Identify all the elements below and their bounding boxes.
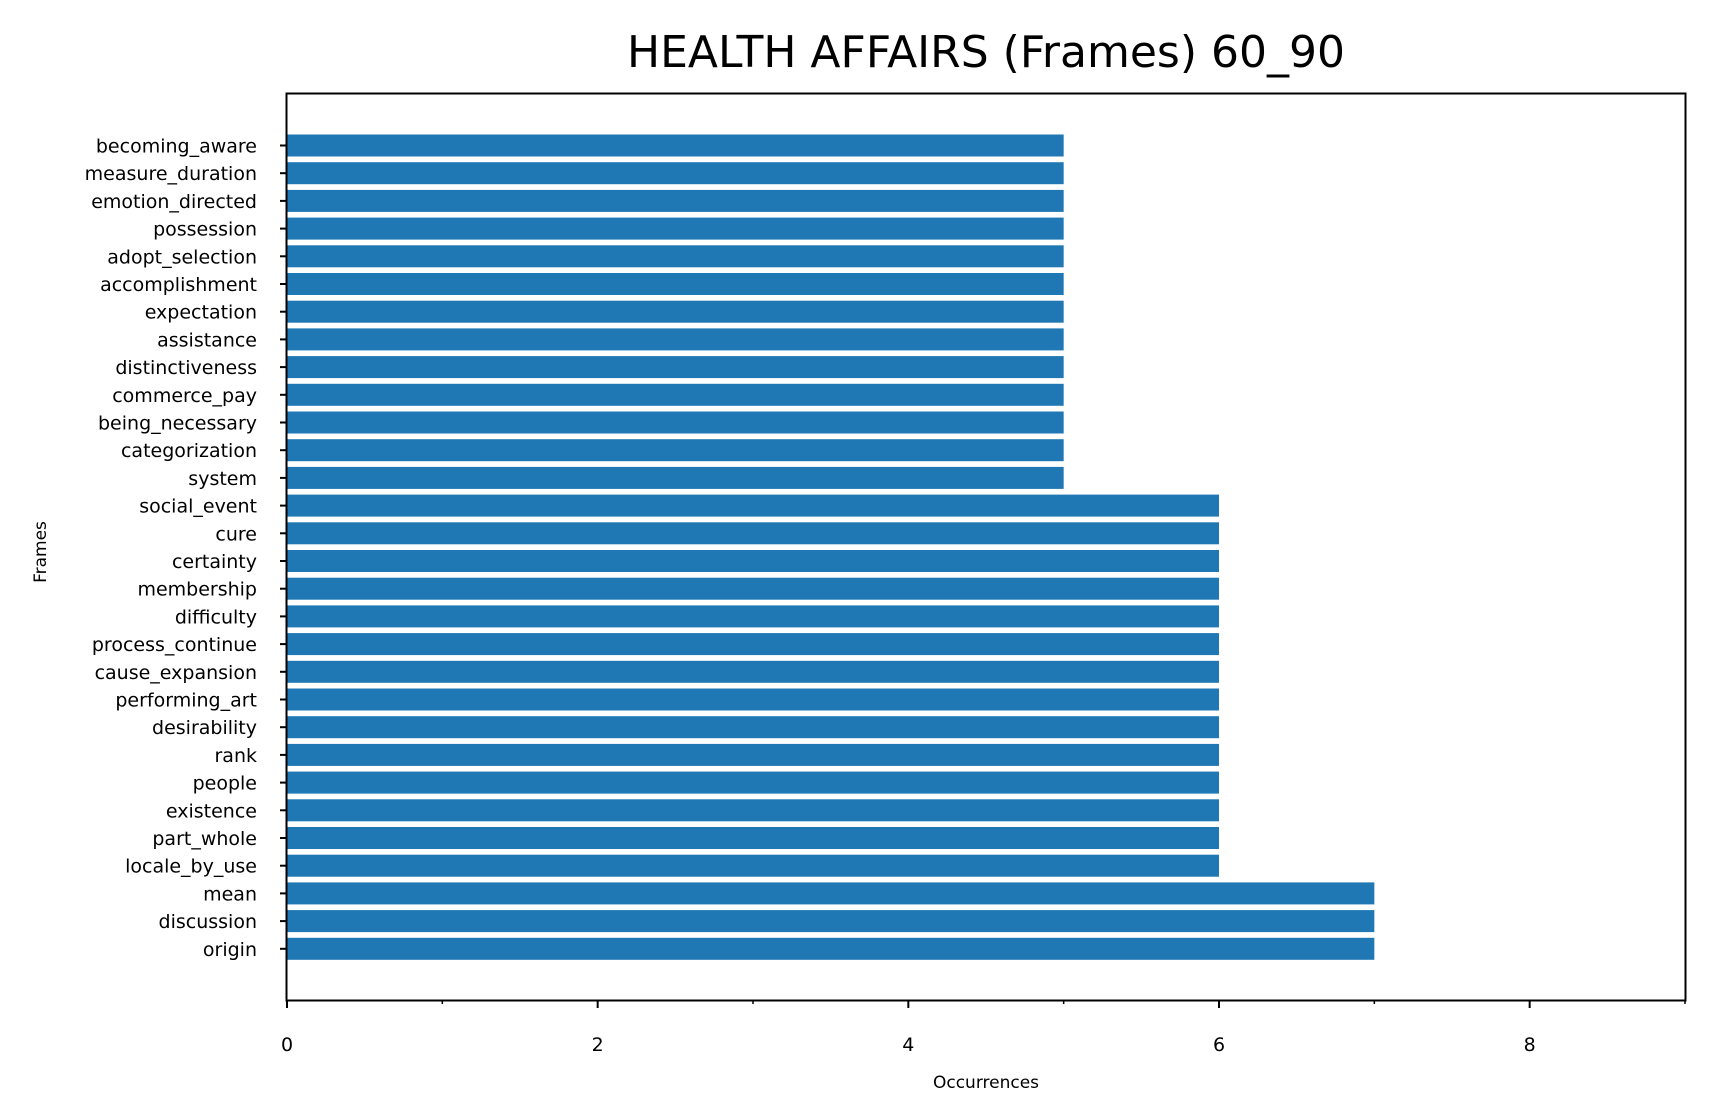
bar-existence (287, 799, 1219, 822)
y-tick-label: process_continue (92, 634, 257, 656)
y-tick-label: part_whole (152, 828, 257, 850)
bar-emotion_directed (287, 189, 1064, 212)
y-tick-label: commerce_pay (112, 385, 257, 407)
bar-commerce_pay (287, 383, 1064, 406)
y-tick-label: performing_art (115, 690, 257, 712)
y-tick-label: measure_duration (85, 163, 257, 185)
bar-system (287, 466, 1064, 489)
bar-becoming_aware (287, 134, 1064, 157)
bar-locale_by_use (287, 854, 1219, 877)
bar-distinctiveness (287, 356, 1064, 379)
bar-process_continue (287, 633, 1219, 656)
y-tick-label: social_event (139, 496, 257, 518)
y-tick-label: being_necessary (98, 413, 257, 435)
bar-accomplishment (287, 273, 1064, 295)
y-tick-label: desirability (152, 717, 257, 739)
bar-categorization (287, 439, 1064, 462)
bars-group (287, 134, 1375, 960)
bar-membership (287, 577, 1219, 600)
bar-certainty (287, 550, 1219, 572)
bar-discussion (287, 910, 1375, 933)
y-tick-label: difficulty (175, 606, 257, 628)
bar-cure (287, 522, 1219, 545)
y-tick-label: certainty (172, 551, 257, 573)
y-tick-label: adopt_selection (107, 246, 257, 268)
y-tick-label: cause_expansion (95, 662, 257, 684)
y-tick-label: discussion (159, 911, 257, 933)
y-tick-label: rank (215, 745, 258, 767)
bar-mean (287, 882, 1375, 905)
plot-area-frame (285, 92, 1687, 1002)
y-tick-label: assistance (157, 329, 257, 351)
y-tick-label: system (188, 468, 257, 490)
bar-possession (287, 217, 1064, 240)
y-tick-label: expectation (145, 302, 257, 324)
bar-measure_duration (287, 162, 1064, 185)
bar-performing_art (287, 688, 1219, 711)
y-tick-label: emotion_directed (91, 191, 257, 213)
y-axis-label: Frames (31, 521, 51, 583)
bar-social_event (287, 494, 1219, 517)
bar-difficulty (287, 605, 1219, 628)
y-tick-label: distinctiveness (115, 357, 257, 379)
x-tick-label: 0 (281, 1034, 293, 1056)
bar-rank (287, 743, 1219, 766)
y-tick-label: possession (153, 219, 257, 241)
y-tick-label: becoming_aware (96, 136, 257, 158)
y-tick-label: membership (137, 579, 257, 601)
y-tick-label: categorization (121, 440, 257, 462)
x-axis-label: Occurrences (933, 1073, 1039, 1093)
y-tick-label: accomplishment (100, 274, 257, 296)
y-axis-ticks: becoming_aware measure_duration emotion_di… (85, 136, 287, 961)
y-tick-label: locale_by_use (125, 856, 257, 878)
chart-title: HEALTH AFFAIRS (Frames) 60_90 (627, 27, 1345, 78)
x-axis-ticks: 0 2 4 6 8 (281, 1000, 1686, 1056)
bar-desirability (287, 716, 1219, 739)
x-tick-label: 4 (902, 1034, 914, 1056)
bar-cause_expansion (287, 660, 1219, 683)
bar-part_whole (287, 827, 1219, 849)
x-tick-label: 2 (592, 1034, 604, 1056)
y-tick-label: origin (203, 939, 257, 961)
y-tick-label: people (193, 773, 257, 795)
x-tick-label: 8 (1524, 1034, 1536, 1056)
y-tick-label: mean (203, 883, 257, 905)
y-tick-label: cure (215, 523, 257, 545)
x-tick-label: 6 (1213, 1034, 1225, 1056)
bar-people (287, 771, 1219, 794)
bar-origin (287, 937, 1375, 960)
bar-being_necessary (287, 411, 1064, 434)
bar-adopt_selection (287, 245, 1064, 268)
y-tick-label: existence (166, 800, 257, 822)
bar-expectation (287, 300, 1064, 323)
bar-assistance (287, 328, 1064, 351)
